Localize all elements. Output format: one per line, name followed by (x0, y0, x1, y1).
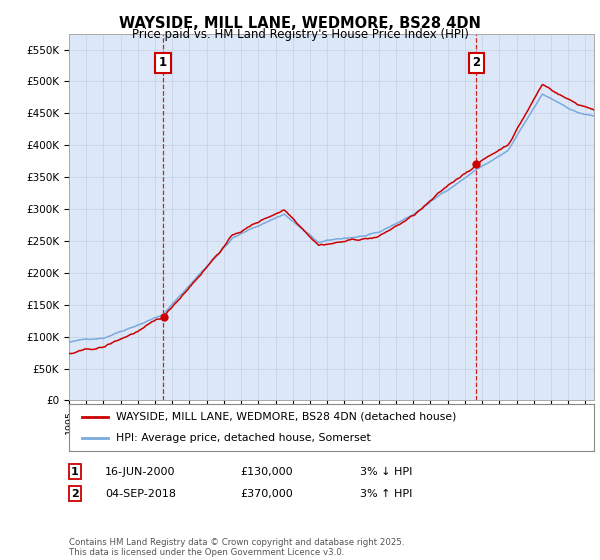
Text: WAYSIDE, MILL LANE, WEDMORE, BS28 4DN (detached house): WAYSIDE, MILL LANE, WEDMORE, BS28 4DN (d… (116, 412, 457, 422)
Text: 1: 1 (71, 466, 79, 477)
Text: 04-SEP-2018: 04-SEP-2018 (105, 489, 176, 499)
Text: 3% ↓ HPI: 3% ↓ HPI (360, 466, 412, 477)
Text: Price paid vs. HM Land Registry's House Price Index (HPI): Price paid vs. HM Land Registry's House … (131, 28, 469, 41)
Text: £370,000: £370,000 (240, 489, 293, 499)
Text: Contains HM Land Registry data © Crown copyright and database right 2025.
This d: Contains HM Land Registry data © Crown c… (69, 538, 404, 557)
Text: 3% ↑ HPI: 3% ↑ HPI (360, 489, 412, 499)
Text: WAYSIDE, MILL LANE, WEDMORE, BS28 4DN: WAYSIDE, MILL LANE, WEDMORE, BS28 4DN (119, 16, 481, 31)
Text: 2: 2 (472, 57, 481, 69)
Text: 2: 2 (71, 489, 79, 499)
Text: £130,000: £130,000 (240, 466, 293, 477)
Text: HPI: Average price, detached house, Somerset: HPI: Average price, detached house, Some… (116, 433, 371, 443)
Text: 16-JUN-2000: 16-JUN-2000 (105, 466, 176, 477)
Text: 1: 1 (159, 57, 167, 69)
